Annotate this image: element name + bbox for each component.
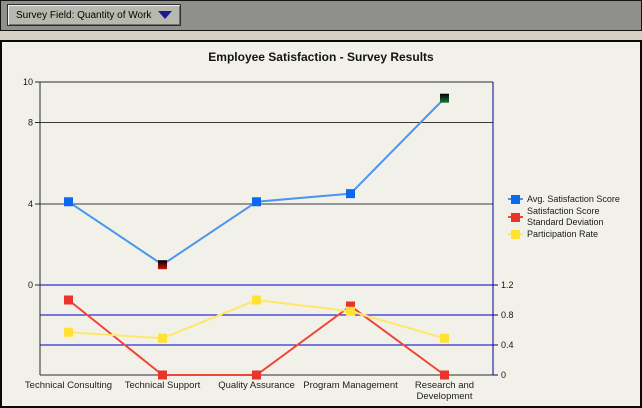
data-point-marker[interactable]	[440, 93, 449, 103]
legend-marker-icon	[508, 230, 523, 239]
x-axis-category-label: Technical Consulting	[25, 380, 112, 391]
data-point-marker[interactable]	[440, 333, 449, 343]
left-axis-tick-label: 8	[28, 118, 33, 128]
chart-panel: Employee Satisfaction - Survey Results 1…	[0, 40, 642, 408]
data-point-marker[interactable]	[158, 260, 167, 270]
legend-item-2: Participation Rate	[508, 229, 636, 240]
data-point-marker[interactable]	[64, 295, 73, 305]
x-axis-category-label: Technical Support	[125, 380, 201, 391]
x-axis-category-label: Program Management	[303, 380, 398, 391]
legend-label: Avg. Satisfaction Score	[527, 194, 620, 204]
data-point-marker[interactable]	[252, 370, 261, 380]
chart-plot: 10 8 4 0 1.2 0.8 0.4 0 Technical Consulting Techn…	[23, 77, 514, 402]
x-axis-category-label: Quality Assurance	[218, 380, 295, 391]
chart-title: Employee Satisfaction - Survey Results	[208, 50, 434, 64]
x-axis-category-label: Development	[417, 391, 473, 402]
data-point-marker[interactable]	[64, 327, 73, 337]
data-point-marker[interactable]	[158, 333, 167, 343]
data-point-marker[interactable]	[440, 370, 449, 380]
legend-item-0: Avg. Satisfaction Score	[508, 194, 636, 205]
data-point-marker[interactable]	[158, 370, 167, 380]
chart-legend: Avg. Satisfaction Score Satisfaction Scor…	[508, 194, 636, 241]
right-axis-tick-label: 1.2	[501, 280, 514, 290]
data-point-marker[interactable]	[346, 189, 355, 199]
survey-field-dropdown[interactable]: Survey Field: Quantity of Work	[7, 4, 182, 26]
legend-item-1: Satisfaction Score Standard Deviation	[508, 206, 636, 228]
toolbar: Survey Field: Quantity of Work	[0, 0, 642, 31]
left-axis-tick-label: 4	[28, 199, 33, 209]
series-line-1	[67, 299, 446, 376]
data-point-marker[interactable]	[346, 301, 355, 311]
legend-marker-icon	[508, 195, 523, 204]
series-line-0	[67, 97, 446, 266]
survey-field-dropdown-label: Survey Field: Quantity of Work	[16, 9, 152, 21]
right-axis-tick-label: 0.4	[501, 340, 514, 350]
left-axis-tick-label: 0	[28, 280, 33, 290]
right-axis-tick-label: 0	[501, 370, 506, 380]
right-axis-tick-label: 0.8	[501, 310, 514, 320]
chevron-down-icon	[158, 11, 173, 19]
data-point-marker[interactable]	[64, 197, 73, 207]
x-axis-category-label: Research and	[415, 380, 474, 391]
legend-label: Satisfaction Score Standard Deviation	[527, 206, 604, 227]
data-point-marker[interactable]	[252, 295, 261, 305]
data-point-marker[interactable]	[346, 306, 355, 316]
left-axis-tick-label: 10	[23, 77, 33, 87]
data-point-marker[interactable]	[252, 197, 261, 207]
legend-label: Participation Rate	[527, 229, 599, 239]
legend-marker-icon	[508, 212, 523, 222]
